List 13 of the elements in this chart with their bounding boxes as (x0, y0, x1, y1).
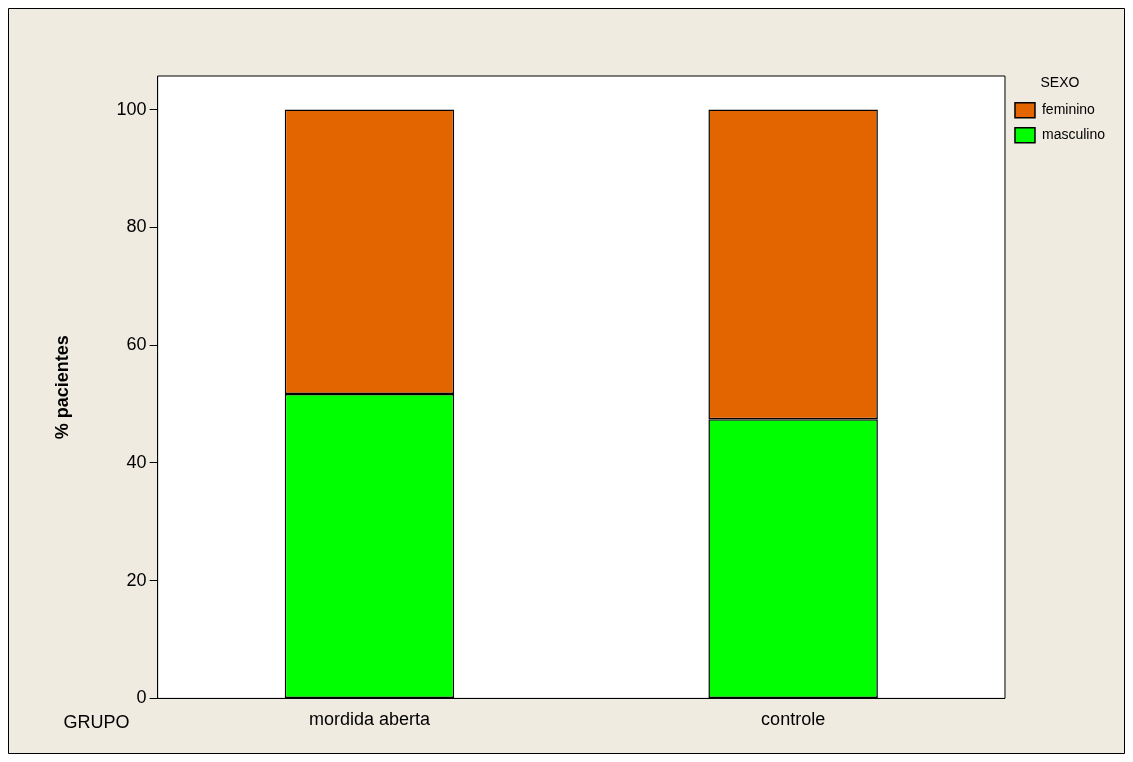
legend-label: feminino (1041, 101, 1096, 118)
y-tick-label: 100 (116, 98, 147, 119)
y-tick-label: 80 (126, 216, 147, 237)
x-tick-label: mordida aberta (308, 709, 431, 730)
y-tick-label: 20 (126, 569, 147, 590)
y-tick-label: 60 (126, 334, 147, 355)
legend-label: masculino (1041, 126, 1106, 143)
y-axis-title: % pacientes (51, 335, 72, 440)
x-tick-label: controle (761, 709, 826, 730)
x-axis-title: GRUPO (63, 712, 130, 733)
y-tick-label: 40 (126, 451, 147, 472)
legend-title: SEXO (1040, 73, 1080, 90)
y-tick-label: 0 (136, 687, 147, 708)
